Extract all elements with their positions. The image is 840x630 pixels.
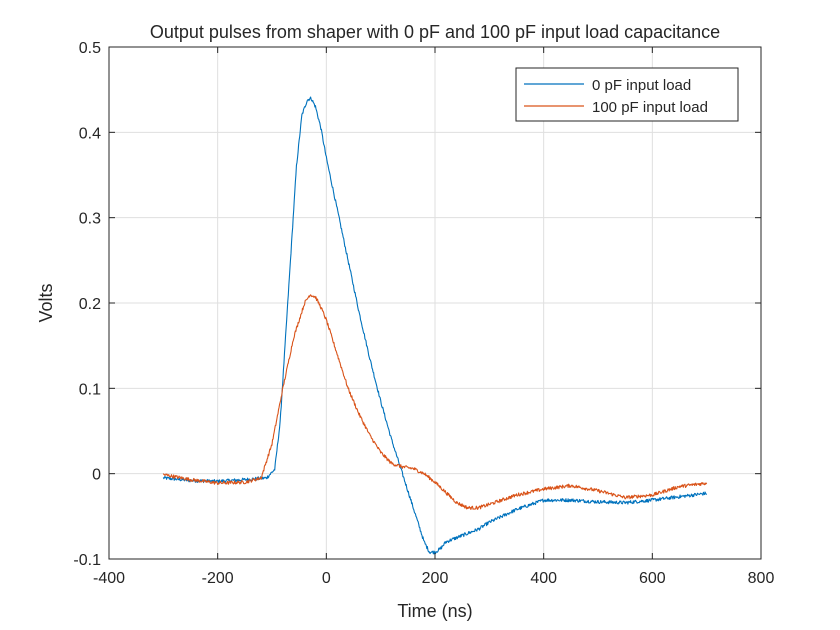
x-tick-label: 0 [322, 570, 331, 587]
x-tick-label: 400 [530, 570, 557, 587]
y-tick-label: 0 [92, 467, 101, 484]
y-axis-label: Volts [36, 283, 56, 322]
x-tick-label: -200 [202, 570, 234, 587]
x-tick-label: -400 [93, 570, 125, 587]
x-tick-label: 200 [422, 570, 449, 587]
series-line-100pf [162, 294, 708, 511]
x-axis-label: Time (ns) [397, 601, 472, 621]
legend-label-100pf: 100 pF input load [592, 99, 708, 116]
x-tick-label: 600 [639, 570, 666, 587]
series-group [162, 96, 708, 555]
y-tick-label: 0.1 [79, 381, 101, 398]
y-tick-label: 0.2 [79, 296, 101, 313]
tick-marks [108, 46, 762, 560]
chart-title: Output pulses from shaper with 0 pF and … [150, 22, 720, 42]
legend: 0 pF input load 100 pF input load [515, 67, 739, 122]
y-tick-label: 0.3 [79, 211, 101, 228]
y-tick-label: -0.1 [73, 552, 101, 569]
legend-box [515, 67, 739, 122]
legend-label-0pf: 0 pF input load [592, 77, 691, 94]
y-tick-label: 0.4 [79, 125, 101, 142]
tick-labels: -400 -200 0 200 400 600 800 -0.1 0 0.1 0.2 0.3 0.4 0.… [73, 40, 774, 587]
x-tick-label: 800 [748, 570, 775, 587]
y-tick-label: 0.5 [79, 40, 101, 57]
